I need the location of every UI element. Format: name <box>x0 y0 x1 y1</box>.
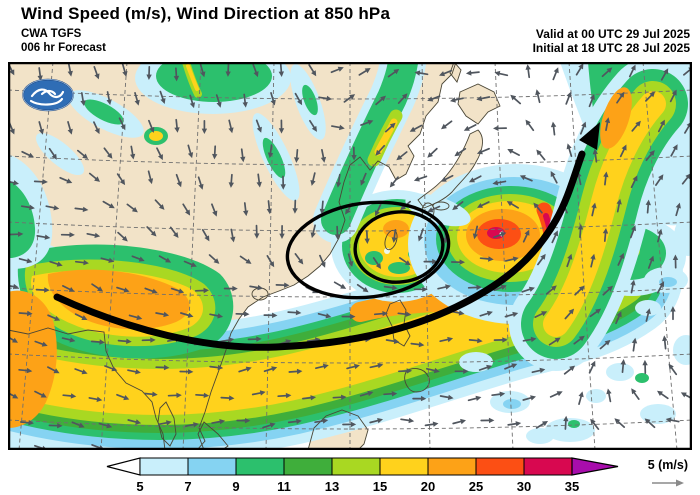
annotations <box>53 122 600 351</box>
weather-map <box>7 61 693 451</box>
colorbar-tick: 30 <box>517 479 531 494</box>
wind-speed-shading <box>8 62 692 450</box>
map-frame <box>7 61 693 451</box>
colorbar: 5 7 9 11 13 15 20 25 30 35 5 (m/s) <box>106 457 688 494</box>
colorbar-tick: 11 <box>277 479 291 494</box>
colorbar-legend: 5 7 9 11 13 15 20 25 30 35 5 (m/s) <box>0 451 700 495</box>
flow-arrow <box>53 150 586 351</box>
colorbar-tick: 7 <box>184 479 191 494</box>
reference-vector-label: 5 (m/s) <box>648 458 688 472</box>
cwa-logo <box>22 78 74 112</box>
colorbar-tick: 13 <box>325 479 339 494</box>
large-ellipse-annotation <box>285 200 451 300</box>
colorbar-tick: 35 <box>565 479 579 494</box>
page-title: Wind Speed (m/s), Wind Direction at 850 … <box>21 4 391 23</box>
colorbar-tick: 9 <box>232 479 239 494</box>
time-info: Valid at 00 UTC 29 Jul 2025 Initial at 1… <box>533 27 690 55</box>
map-panel <box>7 61 693 451</box>
model-name: CWA TGFS <box>21 28 82 40</box>
flow-arrow-head <box>579 122 600 150</box>
small-ellipse-annotation <box>353 210 445 284</box>
forecast-hour: 006 hr Forecast <box>21 42 107 54</box>
reference-vector-arrow-icon <box>676 479 684 487</box>
colorbar-tick: 15 <box>373 479 387 494</box>
colorbar-tick: 25 <box>469 479 483 494</box>
valid-time: Valid at 00 UTC 29 Jul 2025 <box>535 27 690 41</box>
initial-time: Initial at 18 UTC 28 Jul 2025 <box>532 41 690 55</box>
colorbar-tick: 20 <box>421 479 435 494</box>
colorbar-tick: 5 <box>136 479 143 494</box>
model-info: CWA TGFS 006 hr Forecast <box>21 27 106 55</box>
